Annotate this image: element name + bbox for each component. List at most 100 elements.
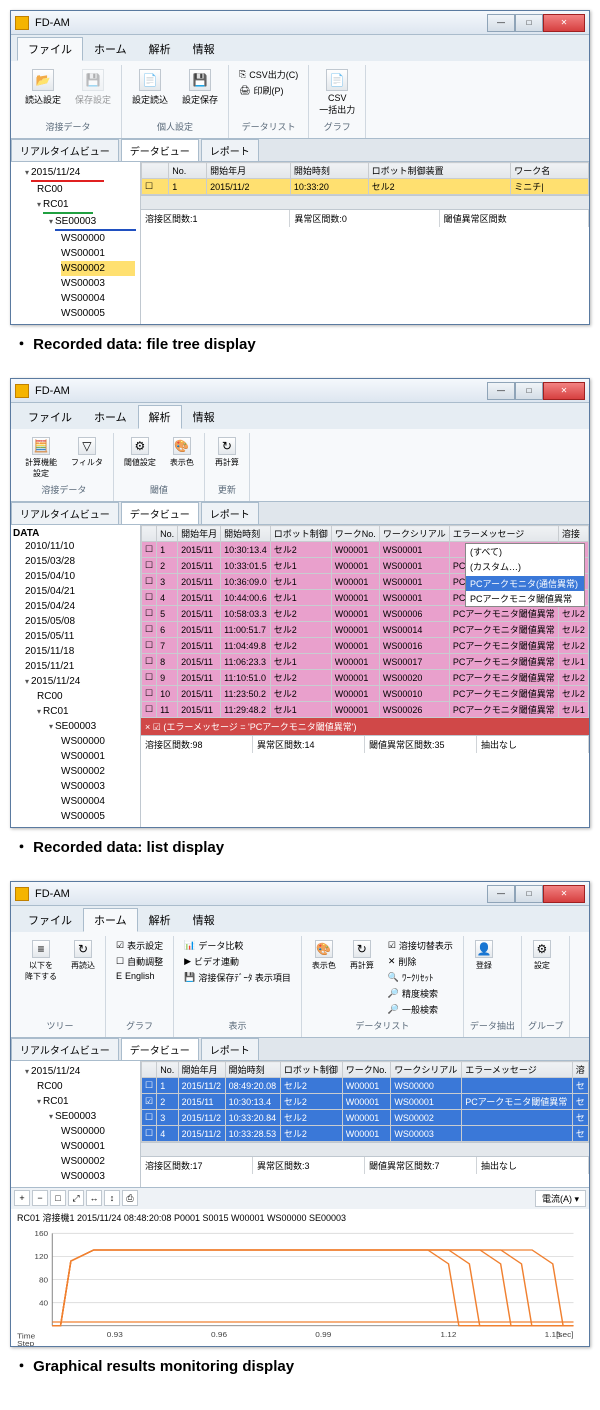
table-row[interactable]: ☐12015/11/208:49:20.08セル2W00001WS00000セ bbox=[142, 1078, 589, 1094]
tree-item[interactable]: WS00000 bbox=[61, 734, 138, 749]
view-tab[interactable]: リアルタイムビュー bbox=[11, 1038, 119, 1060]
tree-item[interactable]: 2015/04/21 bbox=[25, 584, 138, 599]
filter-option[interactable]: PCアークモニタ(通信異常) bbox=[466, 576, 584, 591]
column-header[interactable]: ワークシリアル bbox=[379, 526, 449, 542]
file-tree[interactable]: DATA2010/11/102015/03/282015/04/102015/0… bbox=[11, 525, 141, 827]
view-tab[interactable]: データビュー bbox=[121, 1038, 199, 1060]
file-tree[interactable]: 2015/11/24RC00RC01SE00003WS00000WS00001W… bbox=[11, 162, 141, 324]
tree-item[interactable]: RC01 bbox=[37, 704, 138, 719]
table-row[interactable]: ☐62015/1111:00:51.7セル2W00001WS00014PCアーク… bbox=[142, 622, 589, 638]
tree-item[interactable]: 2015/04/24 bbox=[25, 599, 138, 614]
file-tree[interactable]: 2015/11/24RC00RC01SE00003WS00000WS00001W… bbox=[11, 1061, 141, 1187]
column-header[interactable]: エラーメッセージ bbox=[449, 526, 558, 542]
ribbon-button[interactable]: 💾設定保存 bbox=[178, 67, 222, 108]
view-tab[interactable]: リアルタイムビュー bbox=[11, 139, 119, 161]
filter-option[interactable]: (すべて) bbox=[466, 544, 584, 559]
ribbon-mini-button[interactable]: ✕削除 bbox=[384, 954, 457, 969]
ribbon-tab[interactable]: ファイル bbox=[17, 405, 83, 429]
ribbon-button[interactable]: 📂読込設定 bbox=[21, 67, 65, 108]
ribbon-button[interactable]: 📄設定読込 bbox=[128, 67, 172, 108]
ribbon-mini-button[interactable]: ☐自動調整 bbox=[112, 954, 167, 969]
tree-item[interactable]: WS00002 bbox=[61, 1154, 138, 1169]
tree-item[interactable]: SE00003 bbox=[49, 214, 138, 231]
column-header[interactable]: 開始年月 bbox=[207, 163, 291, 179]
view-tab[interactable]: データビュー bbox=[121, 139, 199, 161]
ribbon-button[interactable]: ⚙設定 bbox=[528, 938, 556, 973]
view-tab[interactable]: リアルタイムビュー bbox=[11, 502, 119, 524]
table-row[interactable]: ☐72015/1111:04:49.8セル2W00001WS00016PCアーク… bbox=[142, 638, 589, 654]
tree-item[interactable]: WS00001 bbox=[61, 749, 138, 764]
table-row[interactable]: ☐12015/11/210:33:20セル2ミニチ| bbox=[142, 179, 589, 195]
ribbon-mini-button[interactable]: ☑表示設定 bbox=[112, 938, 167, 953]
tree-item[interactable]: WS00003 bbox=[61, 1169, 138, 1184]
ribbon-tab[interactable]: 情報 bbox=[182, 908, 226, 932]
ribbon-button[interactable]: 🧮計算機能 設定 bbox=[21, 435, 61, 481]
column-header[interactable]: ロボット制御 bbox=[270, 526, 331, 542]
tree-item[interactable]: WS00005 bbox=[61, 306, 138, 321]
minimize-button[interactable]: — bbox=[487, 14, 515, 32]
tree-item[interactable]: WS00000 bbox=[61, 1124, 138, 1139]
ribbon-button[interactable]: ⚙閾値設定 bbox=[120, 435, 160, 470]
table-row[interactable]: ☐92015/1111:10:51.0セル2W00001WS00020PCアーク… bbox=[142, 670, 589, 686]
minimize-button[interactable]: — bbox=[487, 382, 515, 400]
ribbon-mini-button[interactable]: 🔎一般検索 bbox=[384, 1002, 457, 1017]
column-header[interactable]: 溶 bbox=[572, 1062, 588, 1078]
ribbon-button[interactable]: ↻再読込 bbox=[67, 938, 99, 973]
table-row[interactable]: ☐52015/1110:58:03.3セル2W00001WS00006PCアーク… bbox=[142, 606, 589, 622]
tree-item[interactable]: RC00 bbox=[37, 1079, 138, 1094]
tree-item[interactable]: WS00002 bbox=[61, 261, 138, 276]
tree-item[interactable]: 2015/05/08 bbox=[25, 614, 138, 629]
ribbon-tab[interactable]: ファイル bbox=[17, 37, 83, 61]
ribbon-button[interactable]: ▽フィルタ bbox=[67, 435, 107, 470]
close-button[interactable]: ✕ bbox=[543, 14, 585, 32]
ribbon-tab[interactable]: 解析 bbox=[138, 405, 182, 429]
tree-item[interactable]: 2015/05/11 bbox=[25, 629, 138, 644]
filter-option[interactable]: (カスタム…) bbox=[466, 559, 584, 574]
ribbon-tab[interactable]: ホーム bbox=[83, 405, 138, 429]
ribbon-tab[interactable]: 解析 bbox=[138, 908, 182, 932]
chart-tool-button[interactable]: ⎙ bbox=[122, 1190, 138, 1206]
ribbon-tab[interactable]: 情報 bbox=[182, 37, 226, 61]
tree-item[interactable]: WS00003 bbox=[61, 276, 138, 291]
chart-tool-button[interactable]: ↔ bbox=[86, 1190, 102, 1206]
ribbon-mini-button[interactable]: 🔎精度検索 bbox=[384, 986, 457, 1001]
maximize-button[interactable]: □ bbox=[515, 885, 543, 903]
tree-item[interactable]: RC01 bbox=[37, 197, 138, 214]
column-header[interactable]: 開始時刻 bbox=[225, 1062, 280, 1078]
column-header[interactable]: エラーメッセージ bbox=[462, 1062, 572, 1078]
ribbon-mini-button[interactable]: 📊データ比較 bbox=[180, 938, 295, 953]
chart-tool-button[interactable]: □ bbox=[50, 1190, 66, 1206]
tree-item[interactable]: WS00002 bbox=[61, 764, 138, 779]
column-header[interactable]: ワークシリアル bbox=[391, 1062, 462, 1078]
column-header[interactable]: 開始時刻 bbox=[221, 526, 271, 542]
ribbon-mini-button[interactable]: 🖨印刷(P) bbox=[235, 83, 302, 98]
ribbon-tab[interactable]: ファイル bbox=[17, 908, 83, 932]
view-tab[interactable]: レポート bbox=[201, 1038, 259, 1060]
tree-item[interactable]: 2015/11/24 bbox=[25, 674, 138, 689]
horizontal-scrollbar[interactable] bbox=[141, 1142, 589, 1156]
tree-item[interactable]: WS00004 bbox=[61, 291, 138, 306]
table-row[interactable]: ☐42015/11/210:33:28.53セル2W00001WS00003セ bbox=[142, 1126, 589, 1142]
tree-item[interactable]: SE00003 bbox=[49, 719, 138, 734]
ribbon-mini-button[interactable]: 💾溶接保存ﾃﾞｰﾀ 表示項目 bbox=[180, 970, 295, 985]
tree-item[interactable]: WS00001 bbox=[61, 246, 138, 261]
tree-item[interactable]: WS00004 bbox=[61, 794, 138, 809]
column-header[interactable]: ワークNo. bbox=[342, 1062, 391, 1078]
chart-tool-button[interactable]: ⤢ bbox=[68, 1190, 84, 1206]
ribbon-button[interactable]: ↻再計算 bbox=[346, 938, 378, 973]
error-filter-strip[interactable]: × ☑ (エラーメッセージ = 'PCアークモニタ閾値異常') bbox=[141, 718, 589, 735]
column-header[interactable]: 開始時刻 bbox=[290, 163, 368, 179]
view-tab[interactable]: レポート bbox=[201, 139, 259, 161]
column-header[interactable]: ロボット制御装置 bbox=[368, 163, 511, 179]
column-header[interactable]: 開始年月 bbox=[178, 1062, 225, 1078]
view-tab[interactable]: データビュー bbox=[121, 502, 199, 524]
tree-item[interactable]: WS00001 bbox=[61, 1139, 138, 1154]
chart-tool-button[interactable]: − bbox=[32, 1190, 48, 1206]
close-button[interactable]: ✕ bbox=[543, 382, 585, 400]
column-header[interactable]: ロボット制御 bbox=[280, 1062, 342, 1078]
tree-item[interactable]: WS00000 bbox=[61, 231, 138, 246]
tree-item[interactable]: WS00005 bbox=[61, 809, 138, 824]
ribbon-button[interactable]: ≡以下を 降下する bbox=[21, 938, 61, 984]
table-row[interactable]: ☐112015/1111:29:48.2セル1W00001WS00026PCアー… bbox=[142, 702, 589, 718]
column-header[interactable] bbox=[142, 1062, 157, 1078]
